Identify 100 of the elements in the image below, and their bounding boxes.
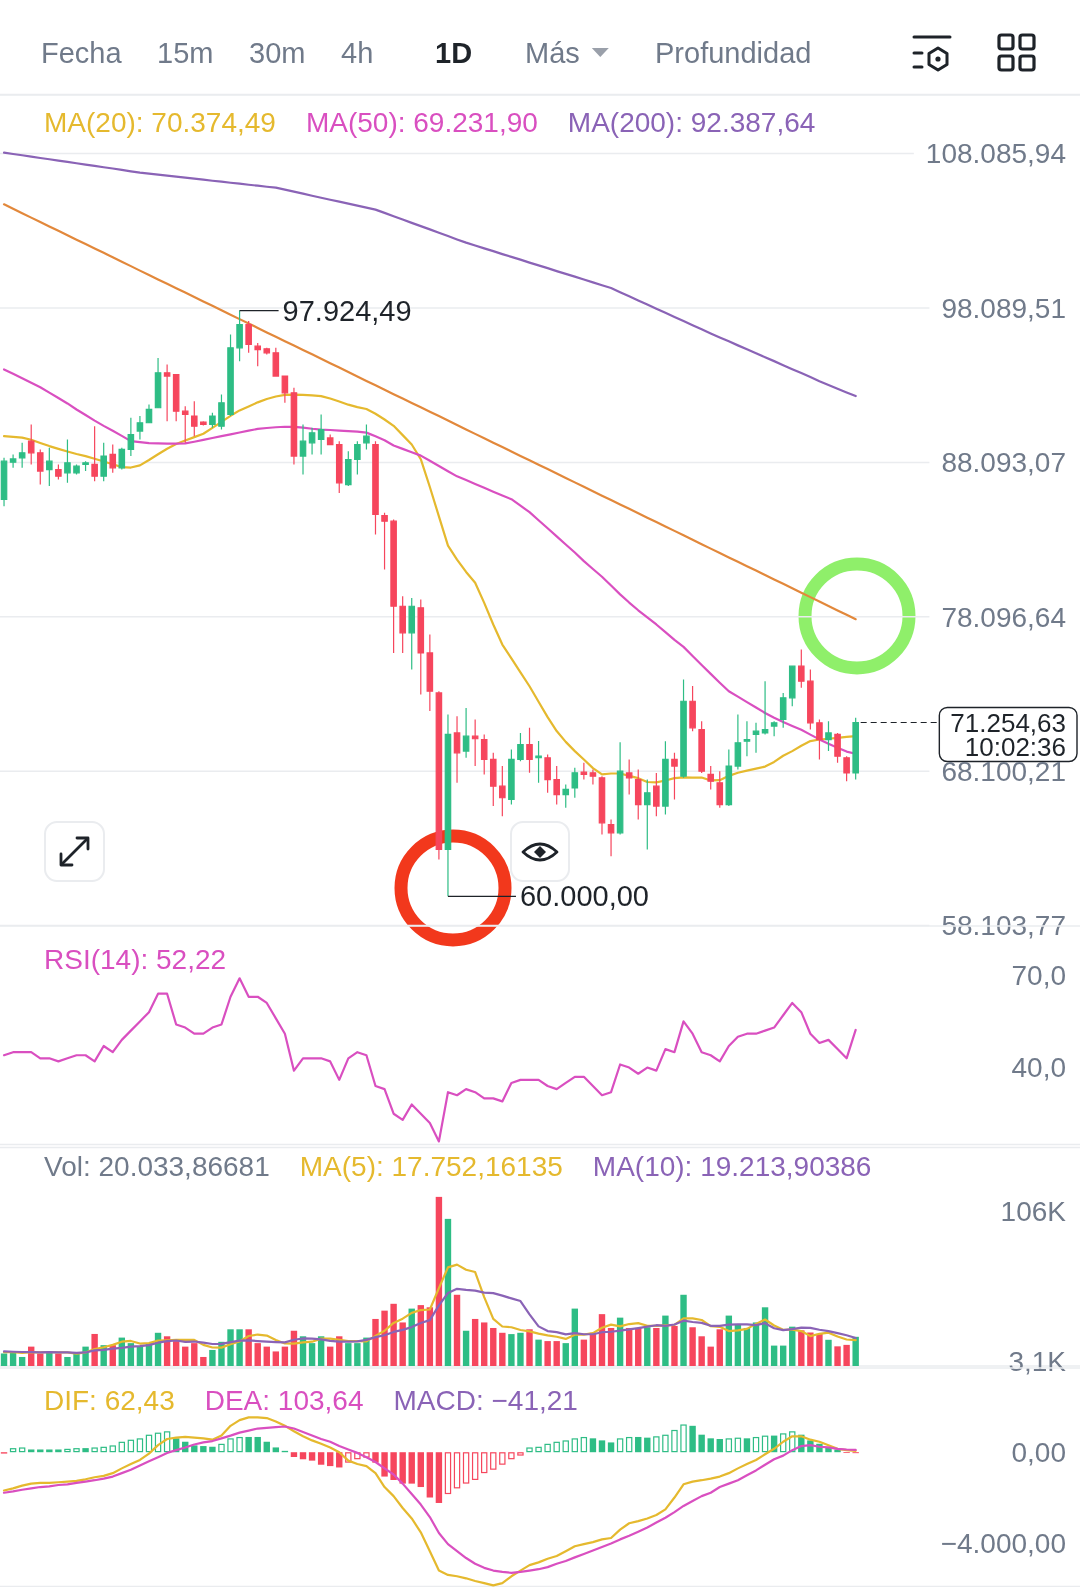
bar — [644, 1327, 651, 1366]
candlestick — [798, 648, 805, 689]
candlestick — [91, 425, 98, 482]
candlestick — [154, 357, 162, 409]
bar — [535, 1339, 542, 1366]
candlestick — [653, 772, 660, 817]
bar — [82, 1448, 89, 1453]
bar — [607, 1442, 615, 1453]
bar — [118, 1441, 126, 1453]
bar — [308, 1452, 316, 1461]
candlestick — [118, 447, 126, 471]
bar — [517, 1332, 524, 1366]
y-tick-label: 0,00 — [1011, 1437, 1066, 1469]
bar — [55, 1353, 62, 1366]
bar — [526, 1447, 533, 1453]
y-tick-label: 78.096,64 — [941, 601, 1066, 633]
y-tick-label: 98.089,51 — [941, 292, 1066, 324]
text: 15m — [157, 37, 214, 70]
bar — [290, 1452, 298, 1457]
candlestick — [707, 765, 715, 791]
annotation: Vol: 20.033,86681 — [44, 1150, 270, 1182]
y-tick-label: 106K — [1000, 1196, 1067, 1228]
bar — [671, 1429, 678, 1453]
bar — [544, 1443, 551, 1453]
y-tick-label: 108.085,94 — [925, 138, 1066, 170]
bar — [779, 1345, 787, 1366]
candlestick — [607, 818, 615, 857]
bar — [508, 1452, 515, 1460]
y-tick-label: 70,0 — [1011, 960, 1066, 992]
candlestick — [399, 595, 406, 654]
line-series — [2, 151, 857, 398]
bar — [326, 1452, 334, 1467]
bar — [471, 1452, 479, 1480]
bar — [236, 1436, 243, 1453]
bar — [263, 1441, 270, 1453]
candlestick — [46, 447, 53, 487]
candlestick — [526, 727, 533, 774]
candlestick — [553, 765, 560, 806]
candlestick — [743, 720, 751, 757]
candlestick — [843, 755, 850, 782]
candlestick — [381, 512, 388, 571]
candlestick — [589, 768, 597, 786]
candlestick — [27, 423, 35, 466]
bar — [127, 1439, 135, 1453]
line-series — [2, 203, 857, 621]
bar — [490, 1452, 497, 1470]
bar — [825, 1339, 832, 1366]
candlestick — [517, 732, 524, 762]
bar — [462, 1330, 470, 1366]
bar — [625, 1436, 633, 1453]
bar — [716, 1439, 723, 1453]
bar — [770, 1345, 778, 1366]
candlestick — [734, 713, 742, 771]
candlestick — [136, 415, 144, 441]
candlestick — [64, 438, 71, 484]
bar — [136, 1438, 144, 1453]
candlestick — [308, 427, 316, 456]
text: Fecha — [41, 37, 123, 70]
candlestick — [236, 309, 243, 362]
candlestick — [163, 363, 171, 422]
bar — [417, 1452, 424, 1488]
bar — [680, 1294, 687, 1366]
candlestick — [263, 347, 271, 356]
line-series — [2, 1287, 857, 1354]
bar — [372, 1318, 379, 1366]
bar — [408, 1452, 415, 1484]
bar — [453, 1452, 461, 1489]
bar — [354, 1343, 361, 1366]
candlestick — [109, 443, 117, 474]
bar — [508, 1334, 515, 1366]
candlestick — [716, 770, 724, 809]
bar — [689, 1425, 696, 1453]
candlestick — [245, 320, 252, 354]
candlestick — [190, 400, 198, 437]
candlestick — [834, 732, 841, 764]
bar — [453, 1294, 461, 1366]
candlestick — [462, 707, 470, 759]
bar — [399, 1452, 406, 1484]
bar — [209, 1349, 216, 1366]
bar — [91, 1447, 98, 1453]
text: MA(10): 19.213,90386 — [592, 1150, 872, 1182]
bar — [263, 1346, 270, 1366]
bar — [37, 1449, 44, 1453]
candlestick — [417, 598, 425, 696]
y-tick-label: 58.103,77 — [941, 910, 1066, 942]
bar — [272, 1351, 280, 1366]
candlestick — [18, 442, 26, 469]
candlestick — [444, 713, 452, 897]
candlestick — [254, 342, 262, 367]
bar — [381, 1310, 388, 1366]
bar — [245, 1436, 252, 1453]
candlestick — [852, 717, 859, 781]
y-tick-label: 3,1K — [1008, 1346, 1067, 1378]
candlestick — [788, 665, 796, 707]
candlestick — [580, 762, 588, 781]
bar — [616, 1438, 624, 1453]
bar — [9, 1448, 17, 1453]
candlestick — [689, 685, 696, 732]
bar — [544, 1341, 551, 1366]
line-series — [2, 1263, 857, 1355]
